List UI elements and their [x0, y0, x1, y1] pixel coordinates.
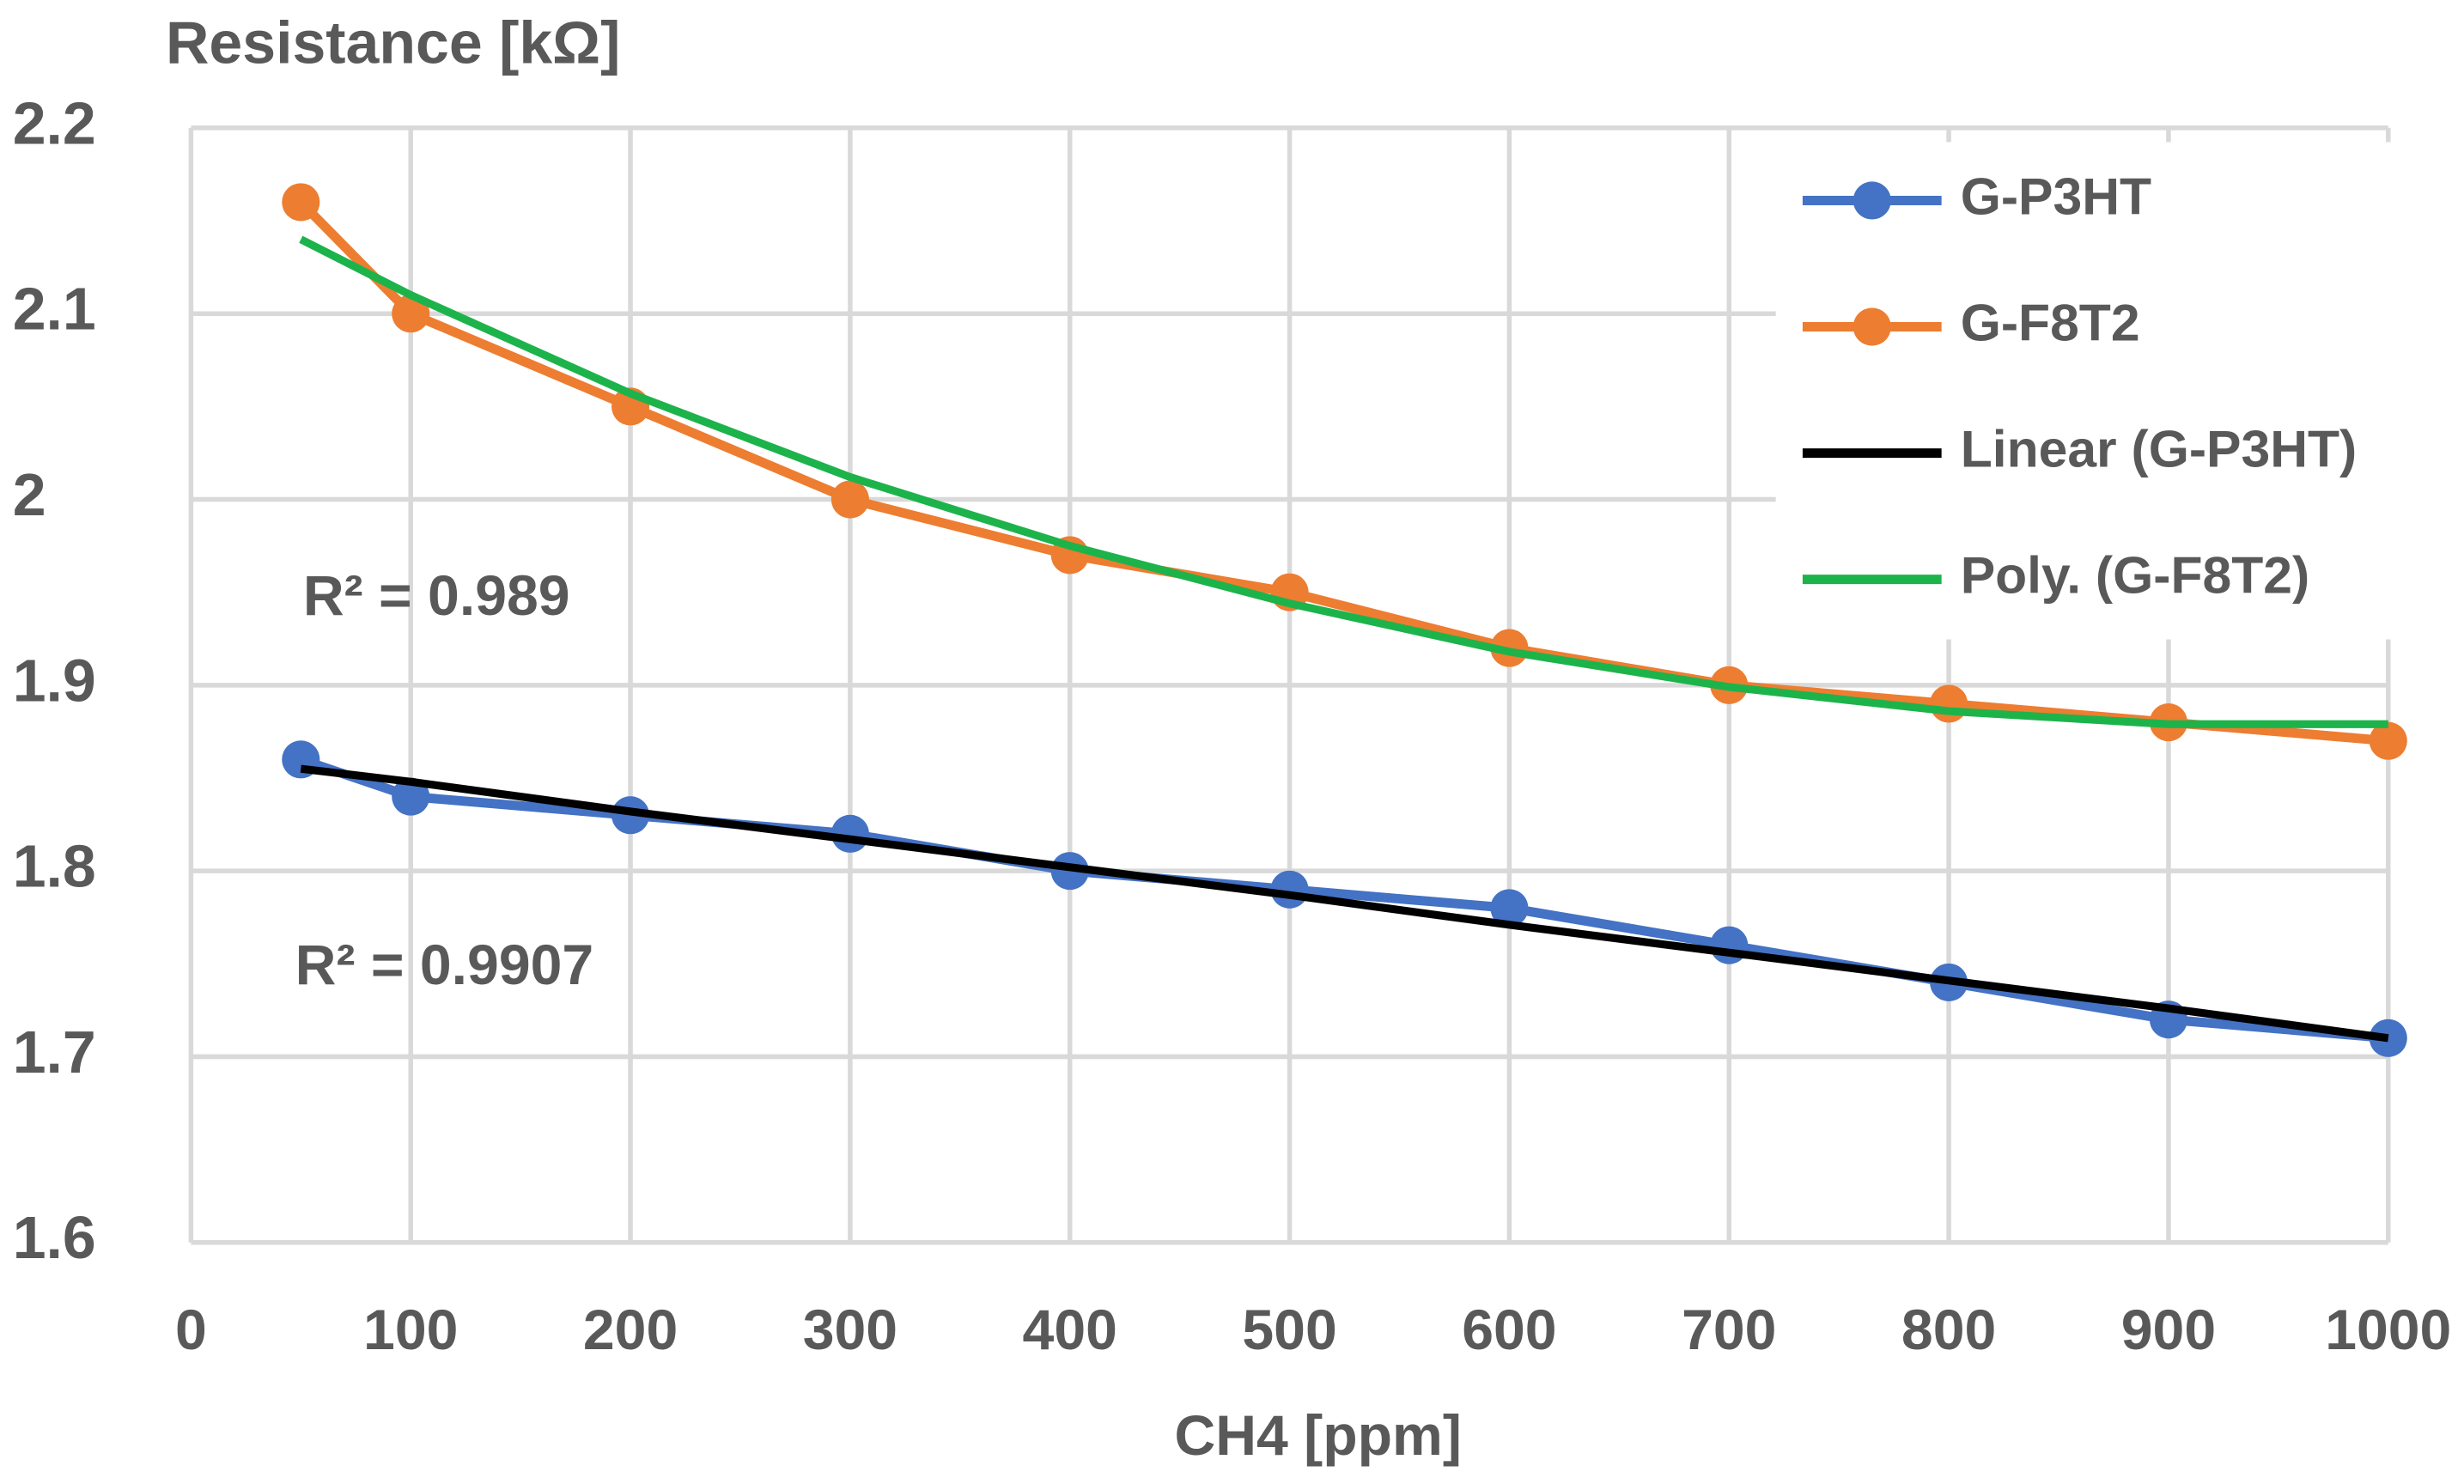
marker	[2369, 1019, 2407, 1057]
marker	[392, 777, 430, 816]
y-tick-label: 2	[13, 461, 46, 528]
marker	[830, 480, 869, 519]
series-line	[299, 235, 2388, 728]
x-tick-label: 600	[1462, 1298, 1556, 1362]
annotation: R² = 0.9907	[295, 934, 594, 997]
x-axis-title: CH4 [ppm]	[1174, 1404, 1461, 1468]
y-tick-label: 1.7	[13, 1019, 96, 1086]
x-tick-label: 800	[1901, 1298, 1996, 1362]
legend-label: Poly. (G-F8T2)	[1961, 546, 2310, 605]
legend-marker	[1853, 307, 1891, 346]
x-tick-label: 300	[803, 1298, 897, 1362]
legend-label: G-F8T2	[1961, 294, 2140, 352]
legend-marker	[1853, 181, 1891, 220]
y-tick-label: 1.6	[13, 1204, 96, 1271]
marker	[1710, 926, 1749, 964]
y-axis-title: Resistance [kΩ]	[166, 9, 620, 76]
series-line	[300, 764, 2389, 1043]
x-tick-label: 1000	[2325, 1298, 2451, 1362]
marker	[2369, 721, 2407, 760]
marker	[1930, 684, 1968, 723]
x-tick-label: 400	[1023, 1298, 1117, 1362]
y-tick-label: 2.1	[13, 276, 96, 343]
legend-box	[1775, 142, 2400, 640]
y-tick-label: 1.8	[13, 833, 96, 900]
x-tick-label: 900	[2121, 1298, 2216, 1362]
marker	[1490, 889, 1529, 928]
legend-label: Linear (G-P3HT)	[1961, 420, 2358, 478]
annotation: R² = 0.989	[303, 564, 570, 628]
marker	[282, 183, 320, 222]
y-tick-label: 1.9	[13, 647, 96, 714]
marker	[392, 295, 430, 333]
x-tick-label: 200	[583, 1298, 678, 1362]
x-tick-label: 0	[175, 1298, 207, 1362]
x-tick-label: 700	[1682, 1298, 1776, 1362]
y-tick-label: 2.2	[13, 89, 96, 156]
legend-label: G-P3HT	[1961, 167, 2151, 225]
x-tick-label: 100	[363, 1298, 458, 1362]
x-tick-label: 500	[1242, 1298, 1336, 1362]
